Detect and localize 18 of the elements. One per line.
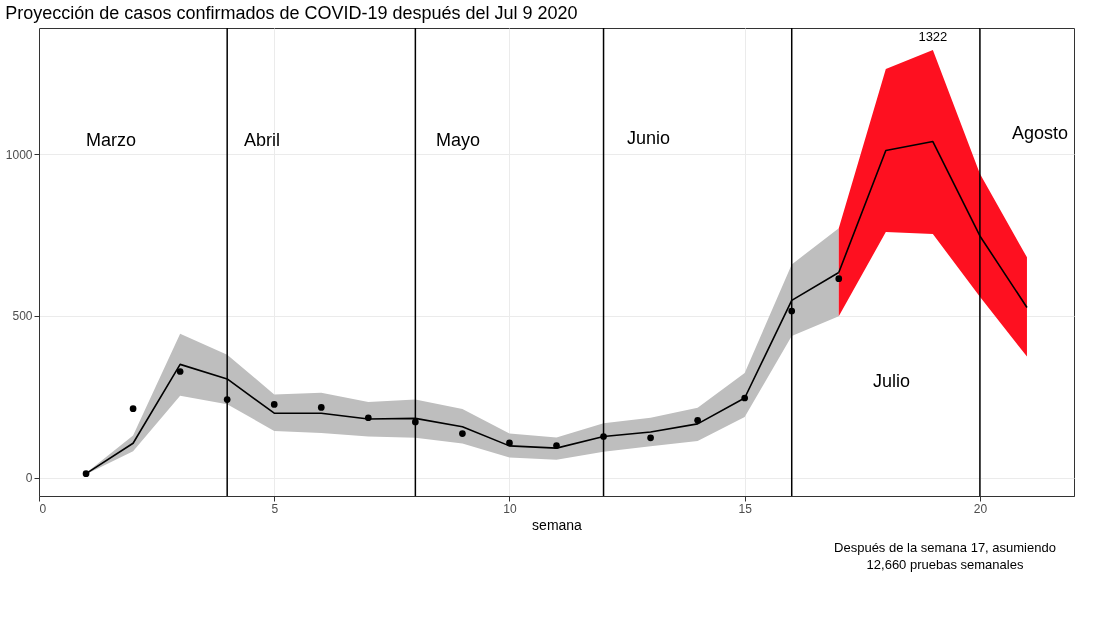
annotation: 1322 <box>918 28 948 44</box>
x-tick-label: 5 <box>271 501 279 516</box>
x-axis-title: semana <box>532 516 583 533</box>
text: Después de la semana 17, asumiendo 12,660 pruebas semanales <box>834 540 1056 572</box>
x-tick-label: 10 <box>503 501 517 516</box>
y-tick-label: 1000 <box>5 147 33 162</box>
x-tick-label: 20 <box>973 501 988 516</box>
annotation: Mayo <box>436 130 481 150</box>
y-tick-label: 0 <box>25 471 33 486</box>
x-tick-label: 15 <box>738 501 753 516</box>
annotation: Marzo <box>86 130 137 150</box>
x-tick-label: 0 <box>39 501 47 516</box>
annotation: Abril <box>244 130 281 150</box>
annotation: Agosto <box>1012 123 1069 143</box>
annotation: Junio <box>627 128 671 148</box>
annotation: Julio <box>873 371 911 391</box>
chart-title: Proyección de casos confirmados de COVID-19 después del Jul 9 2020 <box>5 3 578 24</box>
y-tick-label: 500 <box>12 309 33 324</box>
